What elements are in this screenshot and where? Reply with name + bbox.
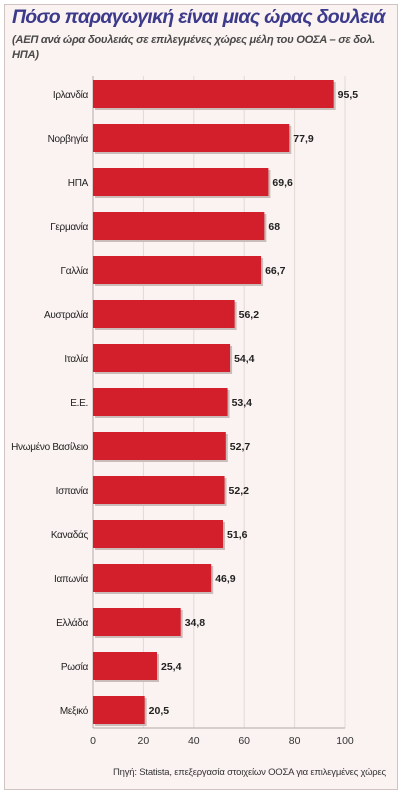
bar [93,212,265,240]
category-label: Ισπανία [56,485,89,497]
category-label: Μεξικό [60,705,89,717]
x-tick-label: 80 [289,735,301,747]
category-label: Ιαπωνία [54,573,89,585]
bar [93,256,262,284]
value-label: 95,5 [338,89,359,101]
value-label: 56,2 [239,309,260,321]
category-label: Νορβηγία [48,133,89,145]
bar [93,476,225,504]
value-label: 68 [268,221,280,233]
bar [93,80,334,108]
bar [93,344,231,372]
chart-title: Πόσο παραγωγική είναι μιας ώρας δουλειά [12,6,385,28]
category-label: Αυστραλία [44,309,89,321]
value-label: 20,5 [149,705,170,717]
value-label: 51,6 [227,529,248,541]
category-label: Ιταλία [64,353,88,365]
bar [93,124,290,152]
bar [93,608,181,636]
bar [93,652,158,680]
bar [93,564,212,592]
category-label: Ρωσία [61,661,89,673]
category-label: Ηνωμένο Βασίλειο [11,441,89,453]
x-tick-label: 100 [336,735,354,747]
value-label: 25,4 [161,661,182,673]
bar [93,432,226,460]
x-tick-label: 20 [138,735,150,747]
value-label: 77,9 [293,133,314,145]
value-label: 53,4 [232,397,253,409]
category-label: ΗΠΑ [68,178,89,189]
value-label: 52,7 [230,441,251,453]
bar [93,520,224,548]
category-label: Γαλλία [61,265,89,277]
category-label: Ελλάδα [56,617,88,629]
bar [93,168,269,196]
value-label: 54,4 [234,353,255,365]
category-label: Ε.Ε. [70,398,88,409]
category-label: Καναδάς [51,529,89,541]
value-label: 34,8 [185,617,206,629]
chart-subtitle: (ΑΕΠ ανά ώρα δουλειάς σε επιλεγμένες χώρ… [12,34,375,61]
x-tick-label: 60 [238,735,250,747]
value-label: 66,7 [265,265,286,277]
bar [93,300,235,328]
bar [93,696,145,724]
category-label: Ιρλανδία [53,89,89,101]
source-note: Πηγή: Statista, επεξεργασία στοιχείων ΟΟ… [113,767,386,778]
value-label: 46,9 [215,573,236,585]
x-tick-label: 0 [90,735,96,747]
value-label: 69,6 [272,177,293,189]
x-tick-label: 40 [188,735,200,747]
value-label: 52,2 [229,485,250,497]
bar [93,388,228,416]
category-label: Γερμανία [50,221,88,233]
